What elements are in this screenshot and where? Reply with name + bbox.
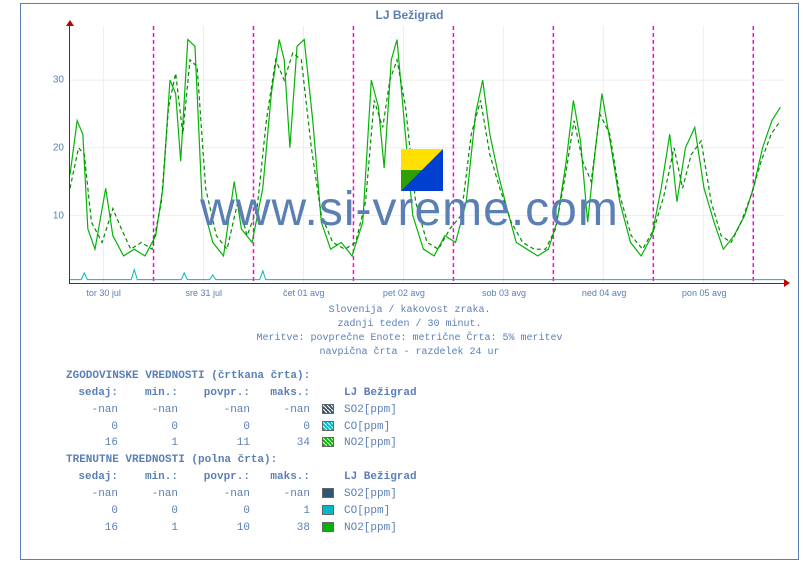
x-tick-label: pon 05 avg [682, 288, 727, 298]
legend-loc-header: LJ Bežigrad [338, 470, 425, 485]
legend-col: povpr.: [188, 386, 258, 401]
legend-val: 0 [68, 504, 126, 519]
legend-val: 0 [188, 420, 258, 435]
legend-label: CO[ppm] [338, 504, 425, 519]
x-tick-label: pet 02 avg [383, 288, 425, 298]
legend-val: -nan [128, 487, 186, 502]
legend-col: sedaj: [68, 386, 126, 401]
legend-val: 0 [188, 504, 258, 519]
watermark-logo-icon [401, 149, 443, 191]
legend-val: 38 [260, 521, 318, 536]
legend-val: -nan [68, 487, 126, 502]
y-tick-label: 10 [34, 211, 64, 222]
caption-block: Slovenija / kakovost zraka.zadnji teden … [21, 304, 798, 360]
x-tick-label: sob 03 avg [482, 288, 526, 298]
legend-val: 0 [68, 420, 126, 435]
legend-label: CO[ppm] [338, 420, 425, 435]
x-axis-arrow-icon [784, 279, 790, 287]
legend-val: -nan [260, 487, 318, 502]
legend-val: -nan [188, 487, 258, 502]
legend-val: 0 [260, 420, 318, 435]
legend-swatch-icon [322, 505, 334, 515]
x-tick-label: tor 30 jul [86, 288, 121, 298]
x-tick-label: sre 31 jul [185, 288, 222, 298]
legend-val: -nan [260, 403, 318, 418]
legend-val: -nan [188, 403, 258, 418]
legend-swatch-icon [322, 488, 334, 498]
chart-title: LJ Bežigrad [21, 8, 798, 22]
legend-val: 1 [128, 436, 186, 451]
legend-col: maks.: [260, 470, 318, 485]
y-tick-label: 20 [34, 143, 64, 154]
caption-line: Slovenija / kakovost zraka. [21, 304, 798, 318]
legend-hist-table: sedaj: min.: povpr.: maks.: LJ Bežigrad … [66, 384, 427, 453]
legend-val: 1 [260, 504, 318, 519]
x-tick-label: čet 01 avg [283, 288, 325, 298]
legend-hist-header: ZGODOVINSKE VREDNOSTI (črtkana črta): [66, 369, 427, 384]
legend-label: NO2[ppm] [338, 436, 425, 451]
legend-col: min.: [128, 386, 186, 401]
legend-col: maks.: [260, 386, 318, 401]
y-tick-label: 30 [34, 75, 64, 86]
legend-label: SO2[ppm] [338, 403, 425, 418]
caption-line: navpična črta - razdelek 24 ur [21, 346, 798, 360]
legend-block: ZGODOVINSKE VREDNOSTI (črtkana črta): se… [66, 369, 427, 537]
legend-val: -nan [128, 403, 186, 418]
legend-val: 0 [128, 504, 186, 519]
caption-line: Meritve: povprečne Enote: metrične Črta:… [21, 332, 798, 346]
legend-col: povpr.: [188, 470, 258, 485]
legend-val: 16 [68, 521, 126, 536]
legend-col: sedaj: [68, 470, 126, 485]
legend-curr-table: sedaj: min.: povpr.: maks.: LJ Bežigrad … [66, 468, 427, 537]
chart-frame: LJ Bežigrad 102030tor 30 julsre 31 julče… [20, 3, 799, 560]
x-tick-label: ned 04 avg [582, 288, 627, 298]
legend-val: 1 [128, 521, 186, 536]
legend-val: 34 [260, 436, 318, 451]
legend-loc-header: LJ Bežigrad [338, 386, 425, 401]
legend-curr-header: TRENUTNE VREDNOSTI (polna črta): [66, 453, 427, 468]
legend-swatch-icon [322, 404, 334, 414]
caption-line: zadnji teden / 30 minut. [21, 318, 798, 332]
legend-label: NO2[ppm] [338, 521, 425, 536]
legend-col: min.: [128, 470, 186, 485]
legend-label: SO2[ppm] [338, 487, 425, 502]
legend-val: 11 [188, 436, 258, 451]
legend-val: 0 [128, 420, 186, 435]
legend-val: 10 [188, 521, 258, 536]
legend-swatch-icon [322, 437, 334, 447]
legend-val: -nan [68, 403, 126, 418]
legend-val: 16 [68, 436, 126, 451]
legend-swatch-icon [322, 421, 334, 431]
legend-swatch-icon [322, 522, 334, 532]
